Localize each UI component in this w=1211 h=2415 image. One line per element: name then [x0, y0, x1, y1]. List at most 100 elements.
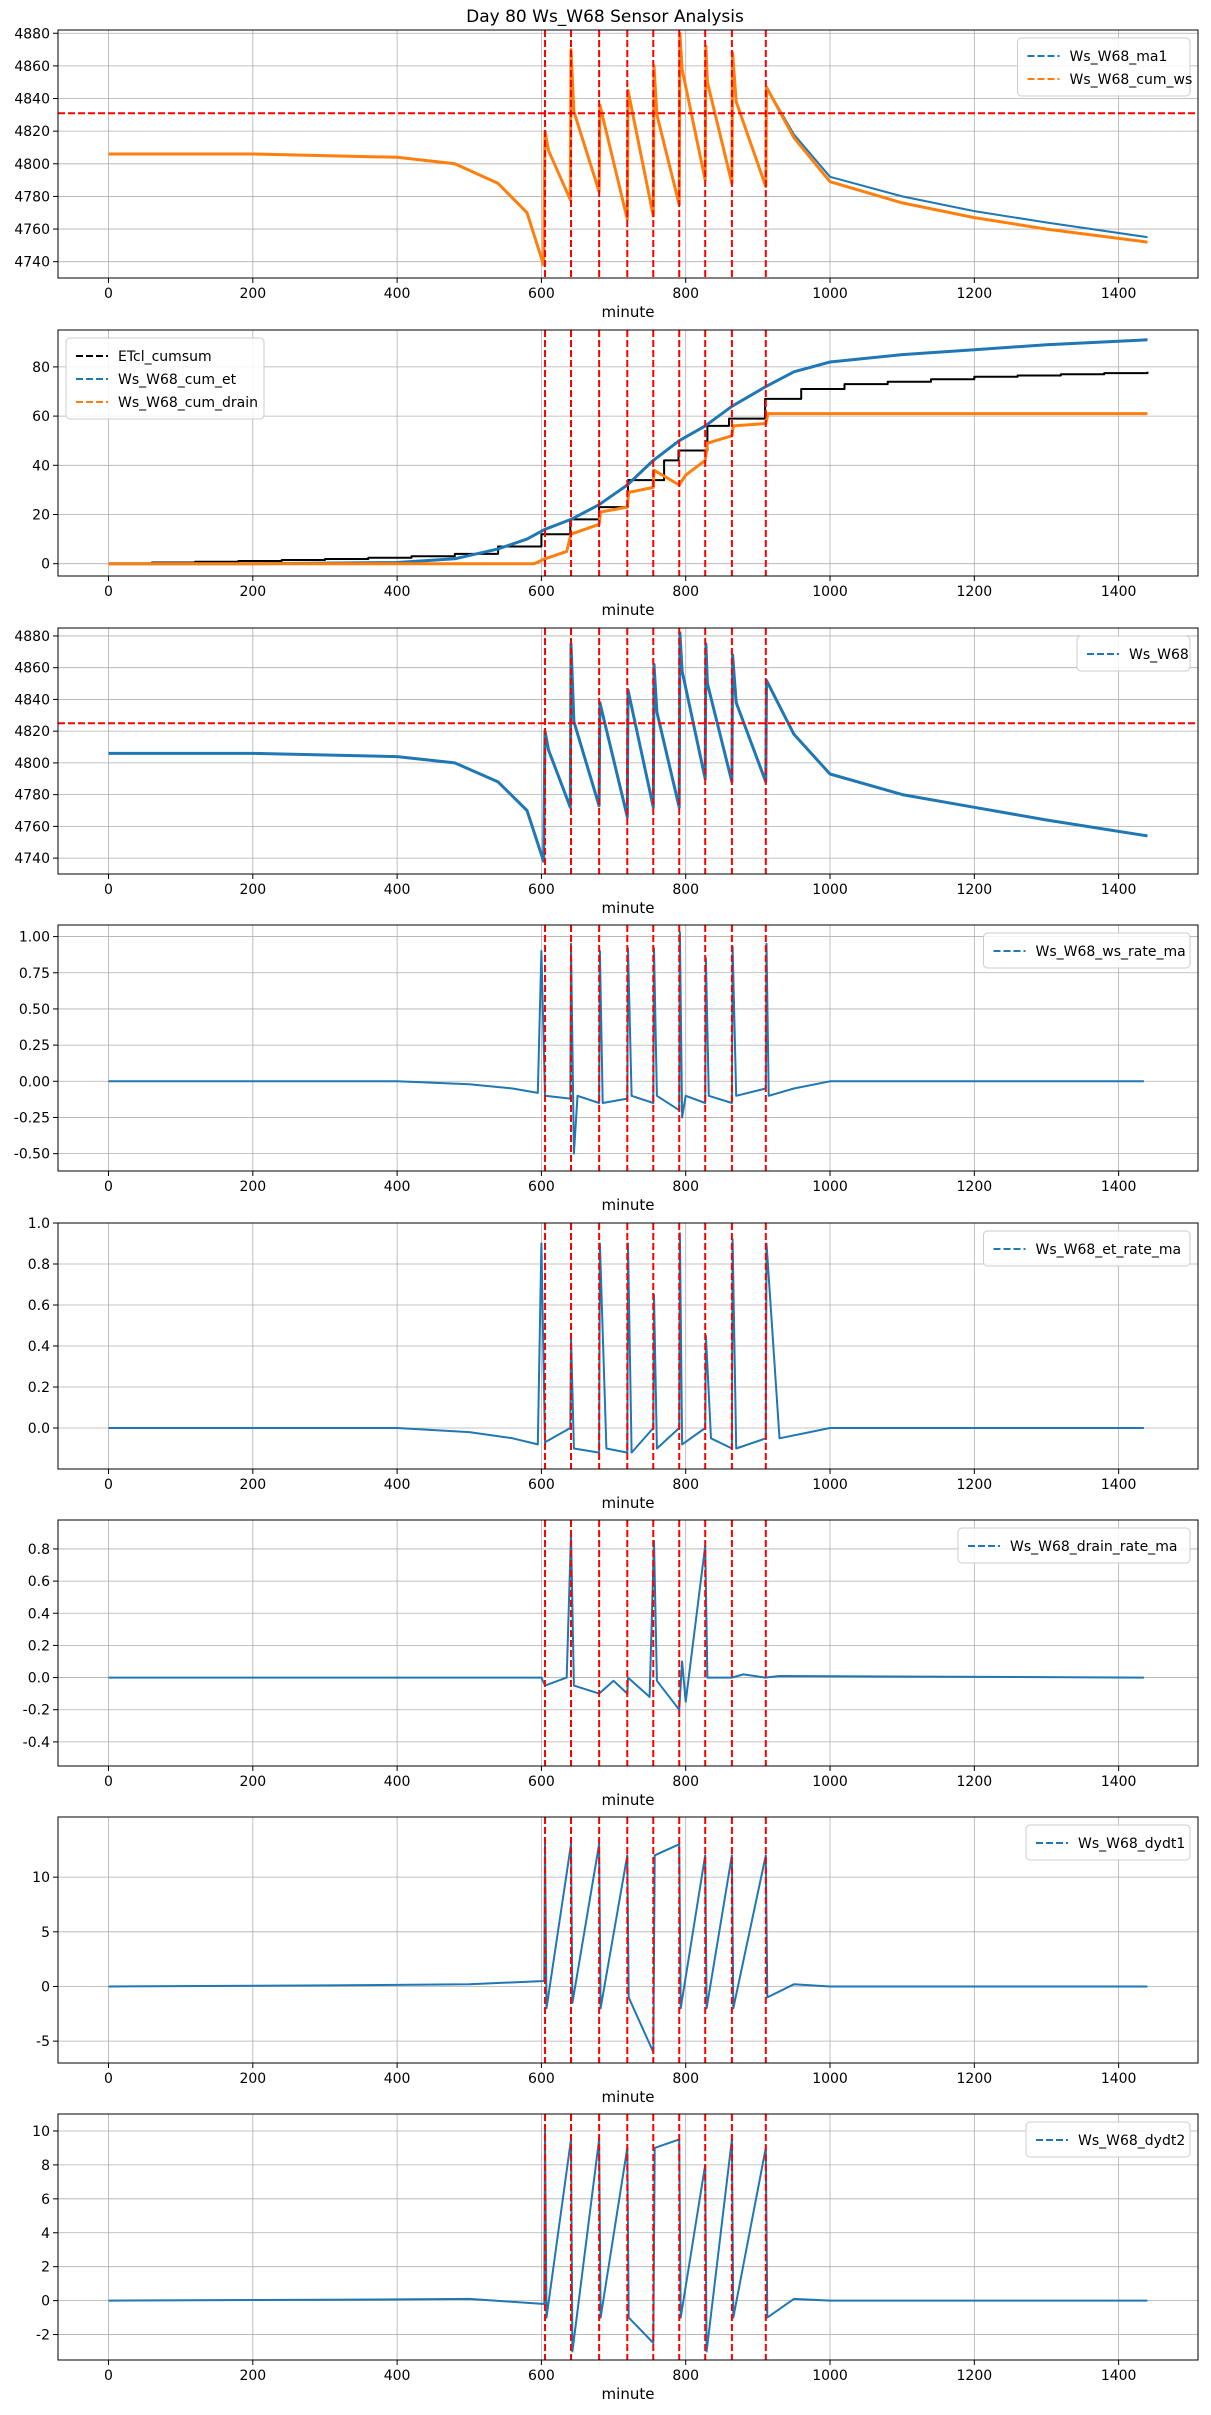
- x-tick-label: 400: [384, 882, 411, 898]
- y-tick-label: 4760: [14, 819, 50, 835]
- x-tick-label: 200: [239, 1477, 266, 1493]
- x-tick-label: 0: [104, 882, 113, 898]
- x-tick-label: 0: [104, 1477, 113, 1493]
- subplot-5: 0 200 400 600 800 1000 1200 1400 0.0 0.2 0.4 0.6 0.8…: [28, 1216, 1199, 1512]
- x-tick-label: 600: [528, 2071, 555, 2087]
- x-tick-label: 1000: [812, 882, 848, 898]
- x-tick-label: 200: [239, 584, 266, 600]
- x-tick-label: 0: [104, 286, 113, 302]
- y-tick-label: 6: [41, 2192, 50, 2208]
- plot-area: [108, 925, 1144, 1171]
- legend-label: Ws_W68_drain_rate_ma: [1010, 1539, 1177, 1555]
- x-tick-label: 400: [384, 2368, 411, 2384]
- y-tick-label: 4860: [14, 59, 50, 75]
- y-tick-label: 4780: [14, 189, 50, 205]
- y-tick-label: 0: [41, 2294, 50, 2310]
- y-tick-label: 0.6: [28, 1298, 50, 1314]
- legend-label: ETcl_cumsum: [118, 349, 212, 365]
- legend-label: Ws_W68_dydt2: [1078, 2133, 1185, 2149]
- legend: Ws_W68_ws_rate_ma: [983, 932, 1191, 969]
- y-tick-label: 4800: [14, 157, 50, 173]
- x-tick-label: 1000: [812, 2368, 848, 2384]
- y-tick-label: 4860: [14, 661, 50, 677]
- x-tick-label: 200: [239, 1774, 266, 1790]
- x-tick-label: 1000: [812, 1179, 848, 1195]
- y-tick-label: 0.0: [28, 1671, 50, 1687]
- x-tick-label: 1000: [812, 2071, 848, 2087]
- chart-title: Day 80 Ws_W68 Sensor Analysis: [466, 7, 744, 27]
- y-tick-label: 4740: [14, 851, 50, 867]
- series-line-Ws_W68: [108, 631, 1148, 863]
- x-tick-label: 800: [672, 1774, 699, 1790]
- x-tick-label: 1400: [1101, 286, 1137, 302]
- x-tick-label: 200: [239, 286, 266, 302]
- x-tick-label: 600: [528, 286, 555, 302]
- x-tick-label: 1200: [957, 584, 993, 600]
- plot-area: [108, 330, 1149, 576]
- x-tick-label: 400: [384, 2071, 411, 2087]
- legend: Ws_W68_dydt2: [1025, 2121, 1191, 2158]
- axes-frame: [57, 2113, 1199, 2361]
- y-tick-label: 0: [41, 557, 50, 573]
- plot-area: [108, 1223, 1144, 1469]
- x-tick-label: 1200: [957, 882, 993, 898]
- plot-area: [108, 2114, 1148, 2360]
- x-tick-label: 600: [528, 1179, 555, 1195]
- legend: Ws_W68_ma1 Ws_W68_cum_ws: [1017, 37, 1192, 97]
- series-line-ETcl_cumsum: [108, 371, 1149, 565]
- x-tick-label: 800: [672, 584, 699, 600]
- x-tick-label: 200: [239, 2368, 266, 2384]
- x-tick-label: 0: [104, 1774, 113, 1790]
- axes-frame: [57, 627, 1199, 875]
- y-tick-label: 4880: [14, 629, 50, 645]
- x-tick-label: 600: [528, 882, 555, 898]
- x-tick-label: 1200: [957, 1774, 993, 1790]
- x-axis-label: minute: [602, 2088, 655, 2106]
- x-tick-label: 1200: [957, 1179, 993, 1195]
- y-tick-label: -0.25: [14, 1110, 50, 1126]
- x-tick-label: 1400: [1101, 2071, 1137, 2087]
- y-tick-label: 0.6: [28, 1574, 50, 1590]
- x-tick-label: 1200: [957, 1477, 993, 1493]
- plot-area: [108, 1817, 1148, 2063]
- legend-box: [1076, 635, 1191, 672]
- y-tick-label: 0.25: [19, 1038, 50, 1054]
- subplot-7: 0 200 400 600 800 1000 1200 1400 -5 0 5 10 minute Ws_…: [32, 1816, 1199, 2106]
- axes-frame: [57, 329, 1199, 577]
- y-tick-label: 1.00: [19, 930, 50, 946]
- x-tick-label: 1400: [1101, 2368, 1137, 2384]
- subplot-4: 0 200 400 600 800 1000 1200 1400 -0.50 -0.25 0.00 0…: [14, 924, 1199, 1214]
- x-axis-label: minute: [602, 1494, 655, 1512]
- x-tick-label: 400: [384, 584, 411, 600]
- legend-box: [957, 1527, 1191, 1564]
- x-tick-label: 200: [239, 882, 266, 898]
- x-tick-label: 0: [104, 1179, 113, 1195]
- y-tick-label: 4800: [14, 756, 50, 772]
- x-tick-label: 0: [104, 584, 113, 600]
- y-tick-label: -2: [36, 2328, 50, 2344]
- y-tick-label: 4780: [14, 788, 50, 804]
- y-tick-label: 4880: [14, 26, 50, 42]
- y-tick-label: 0.00: [19, 1074, 50, 1090]
- y-tick-label: 10: [32, 1870, 50, 1886]
- y-tick-label: 4: [41, 2226, 50, 2242]
- legend-box: [1017, 37, 1191, 97]
- y-tick-label: 0.0: [28, 1421, 50, 1437]
- legend-label: Ws_W68_et_rate_ma: [1036, 1242, 1182, 1258]
- y-tick-label: 4840: [14, 92, 50, 108]
- x-tick-label: 400: [384, 286, 411, 302]
- subplot-6: 0 200 400 600 800 1000 1200 1400 -0.4 -0.2 0.0 0.2 0…: [23, 1519, 1199, 1809]
- axes-frame: [57, 924, 1199, 1172]
- y-tick-label: 4740: [14, 255, 50, 271]
- y-tick-label: 10: [32, 2124, 50, 2140]
- plot-area: [58, 628, 1198, 874]
- x-tick-label: 1000: [812, 286, 848, 302]
- x-tick-label: 0: [104, 2368, 113, 2384]
- x-tick-label: 800: [672, 1179, 699, 1195]
- x-tick-label: 1400: [1101, 1774, 1137, 1790]
- x-tick-label: 400: [384, 1774, 411, 1790]
- x-tick-label: 800: [672, 2368, 699, 2384]
- y-tick-label: 0.4: [28, 1606, 50, 1622]
- y-tick-label: 60: [32, 409, 50, 425]
